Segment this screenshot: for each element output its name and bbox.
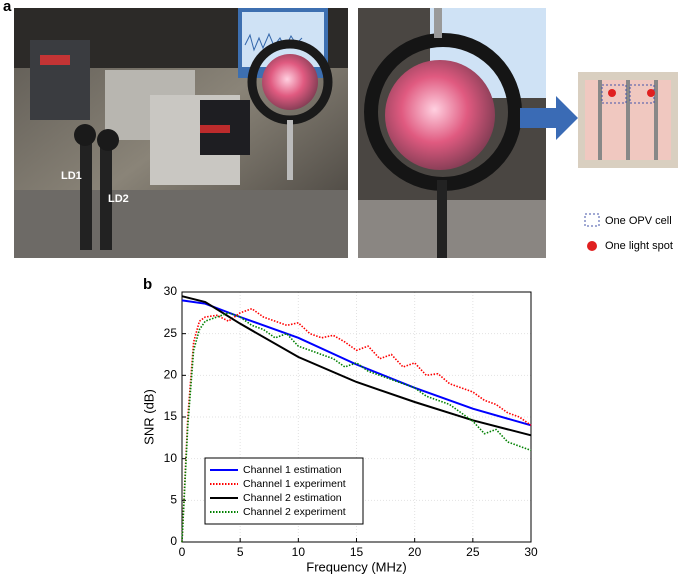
legend-text: One light spot [605, 240, 673, 252]
plot-frame [181, 291, 532, 543]
x-tick-label: 15 [350, 545, 364, 559]
x-tick-label: 0 [179, 545, 186, 559]
series-line [181, 295, 532, 437]
legend-icon [584, 213, 600, 227]
x-axis-label: Frequency (MHz) [306, 559, 406, 574]
panel-label: a [3, 0, 12, 15]
legend-label: Channel 1 estimation [243, 464, 342, 476]
y-tick-label: 15 [164, 409, 178, 423]
panel-label: b [143, 276, 152, 293]
series-line [181, 311, 532, 543]
x-tick-label: 20 [408, 545, 422, 559]
x-tick-label: 10 [292, 545, 306, 559]
y-tick-label: 10 [164, 451, 178, 465]
photo-label: LD1 [61, 170, 82, 182]
legend-text: One OPV cell [605, 215, 672, 227]
legend-label: Channel 2 experiment [243, 506, 346, 518]
y-tick-label: 25 [164, 326, 178, 340]
legend-label: Channel 2 estimation [243, 492, 342, 504]
legend-label: Channel 1 experiment [243, 478, 346, 490]
arrow [520, 96, 578, 140]
photo-lab [14, 8, 348, 258]
y-tick-label: 30 [164, 284, 178, 298]
x-tick-label: 5 [237, 545, 244, 559]
y-axis-label: SNR (dB) [141, 389, 156, 445]
photo-opv [578, 72, 678, 168]
series-line [181, 307, 532, 543]
photo-lens [358, 8, 546, 258]
photo-label: LD2 [108, 193, 129, 205]
y-tick-label: 0 [170, 534, 177, 548]
y-tick-label: 5 [170, 493, 177, 507]
x-tick-label: 30 [524, 545, 538, 559]
legend-icon [587, 241, 597, 251]
x-tick-label: 25 [466, 545, 480, 559]
chart: 0 5 10 15 20 25 30 0 5 10 15 20 25 30 Frequency (MHz) S… [141, 284, 538, 574]
y-tick-label: 20 [164, 368, 178, 382]
